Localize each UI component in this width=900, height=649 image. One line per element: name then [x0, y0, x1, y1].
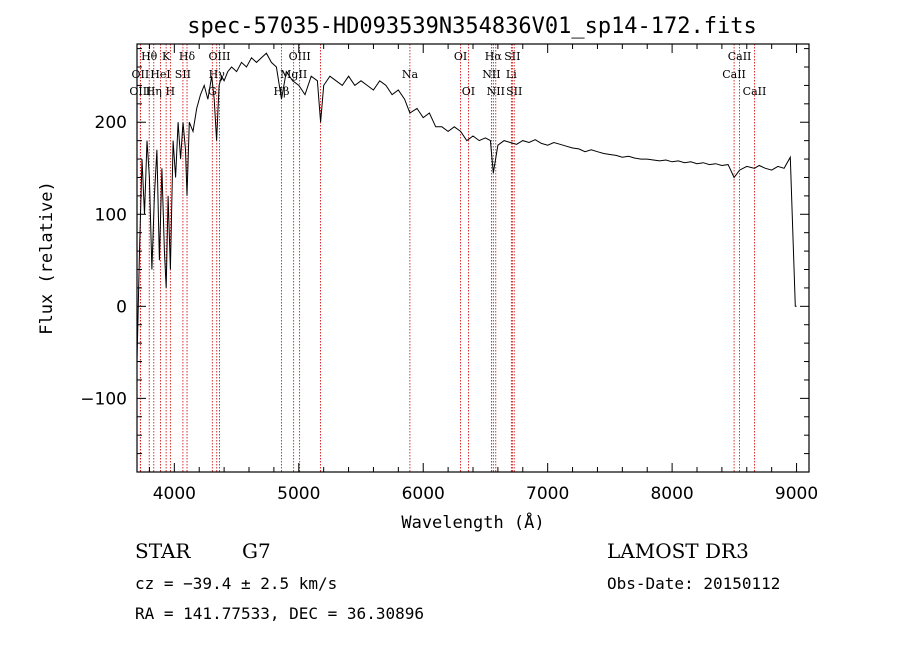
spectral-line-label: H — [166, 85, 176, 98]
spectrum-line — [136, 52, 797, 362]
spectral-line-label: G — [208, 85, 217, 98]
spectral-line-label: Hγ — [209, 68, 226, 81]
spectral-line-label: OI — [462, 85, 475, 98]
spectral-line-label: HeI — [150, 68, 170, 81]
x-tick-label: 6000 — [402, 484, 445, 504]
spectral-line-label: K — [162, 50, 171, 63]
plot-frame — [136, 43, 810, 473]
spectral-line-label: OIII — [208, 50, 230, 63]
spectral-line-label: Hθ — [141, 50, 158, 63]
spectral-line-labels: Hθ OII OIII HeI Hη K H SII Hδ OIII Hγ G OIII MgII Hβ Na… — [129, 50, 766, 98]
x-tick-label: 4000 — [153, 484, 196, 504]
x-tick-label: 7000 — [526, 484, 569, 504]
spectral-line-label: Hβ — [274, 85, 290, 98]
x-tick-label: 9000 — [775, 484, 818, 504]
spectral-line-label: CaII — [722, 68, 746, 81]
survey-name: LAMOST DR3 — [607, 539, 749, 563]
obs-date: Obs-Date: 20150112 — [607, 574, 780, 593]
y-tick-label: 0 — [116, 297, 127, 317]
spectral-line-label: CaII — [728, 50, 752, 63]
object-subclass: G7 — [242, 539, 271, 563]
spectral-line-label: SII — [504, 50, 520, 63]
y-axis-ticks: −100 0 100 200 — [80, 48, 809, 455]
spectral-line-label: Hη — [146, 85, 162, 98]
spectral-line-label: OIII — [289, 50, 311, 63]
spectral-line-label: SII — [506, 85, 522, 98]
redshift-info: cz = −39.4 ± 2.5 km/s — [135, 574, 337, 593]
spectral-line-label: NII — [487, 85, 505, 98]
x-axis-ticks: 4000 5000 6000 7000 8000 9000 — [148, 44, 818, 504]
spectral-line-label: SII — [175, 68, 191, 81]
spectral-line-label: Li — [506, 68, 517, 81]
spectral-line-label: NII — [482, 68, 500, 81]
spectral-line-label: OII — [132, 68, 150, 81]
x-axis-label: Wavelength (Å) — [401, 511, 544, 533]
x-tick-label: 5000 — [277, 484, 320, 504]
chart-title: spec-57035-HD093539N354836V01_sp14-172.f… — [187, 14, 757, 39]
spectral-line-label: OIII — [129, 85, 151, 98]
spectral-line-label: Hδ — [179, 50, 196, 63]
y-tick-label: −100 — [80, 389, 127, 409]
y-tick-label: 200 — [95, 113, 127, 133]
coordinates: RA = 141.77533, DEC = 36.30896 — [135, 604, 424, 623]
spectrum-series — [136, 52, 797, 362]
spectral-line-label: OI — [454, 50, 467, 63]
spectral-line-label: Na — [402, 68, 419, 81]
spectral-line-label: MgII — [280, 68, 307, 81]
spectral-line-label: Hα — [485, 50, 503, 63]
x-tick-label: 8000 — [650, 484, 693, 504]
spectral-line-markers — [139, 44, 755, 472]
object-class: STAR — [135, 539, 191, 563]
y-axis-label: Flux (relative) — [37, 181, 57, 335]
y-tick-label: 100 — [95, 205, 127, 225]
spectral-line-label: CaII — [743, 85, 767, 98]
